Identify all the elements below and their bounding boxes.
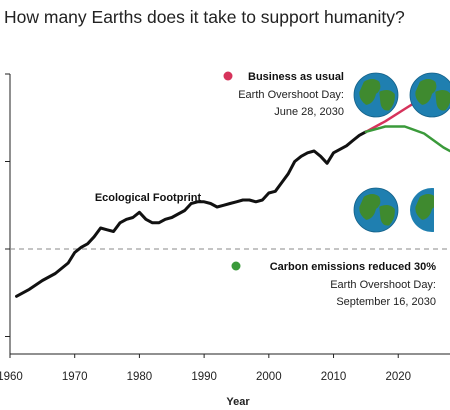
annotation-ecological-footprint: Ecological Footprint [95, 192, 202, 204]
annotation-reduced-detail-1: Earth Overshoot Day: [330, 279, 436, 291]
x-tick-label-1960: 1960 [0, 371, 23, 383]
x-tick-label-1980: 1980 [127, 371, 153, 383]
chart-title: How many Earths does it take to support … [4, 7, 405, 27]
x-tick-label-1970: 1970 [62, 371, 88, 383]
earth-outline [353, 72, 399, 118]
earth-icon-bau-2 [409, 72, 450, 118]
x-tick-label-2020: 2020 [385, 371, 411, 383]
earth-land-b [379, 89, 395, 111]
earth-outline [409, 72, 450, 118]
annotation-bau-detail-2: June 28, 2030 [274, 106, 344, 118]
x-ticks: 1960 1970 1980 1990 2000 2010 2020 Year [0, 371, 411, 408]
annotations: Ecological Footprint Business as usual Ear… [95, 71, 436, 308]
annotation-reduced-detail-2: September 16, 2030 [336, 296, 436, 308]
x-tick-label-2010: 2010 [321, 371, 347, 383]
series-line-ecological-footprint [15, 130, 368, 298]
bau-legend-dot [223, 71, 233, 81]
earth-land-a [415, 79, 437, 105]
axes [5, 73, 450, 358]
earth-outline [353, 187, 399, 233]
series-line-carbon-emissions-reduced-30 [364, 125, 450, 153]
earth-icon-bau-1 [353, 72, 399, 118]
earth-icon-reduced-2-wrap [410, 188, 434, 232]
earth-icons [353, 72, 450, 233]
earth-icon-reduced-1 [353, 187, 399, 233]
earth-land-b [435, 89, 450, 111]
x-axis-label: Year [226, 396, 250, 408]
annotation-bau-detail-1: Earth Overshoot Day: [238, 89, 344, 101]
earth-land-a [359, 194, 381, 220]
earth-land-a [415, 194, 434, 220]
annotation-bau-label: Business as usual [248, 71, 344, 83]
earth-land-a [359, 79, 381, 105]
annotation-reduced-label: Carbon emissions reduced 30% [270, 261, 436, 273]
x-tick-label-2000: 2000 [256, 371, 282, 383]
reduced-legend-dot [231, 261, 241, 271]
x-tick-label-1990: 1990 [191, 371, 217, 383]
earth-land-b [379, 204, 395, 226]
